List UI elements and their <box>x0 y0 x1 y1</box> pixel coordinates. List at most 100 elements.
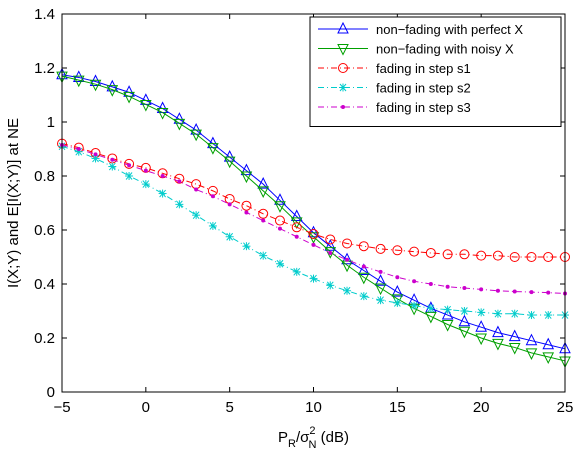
legend-item: fading in step s2 <box>318 81 471 96</box>
data-point <box>274 215 285 226</box>
data-point <box>376 296 385 305</box>
data-point <box>546 290 551 295</box>
y-tick-label: 1.2 <box>34 60 55 77</box>
data-point <box>526 252 537 262</box>
data-point <box>123 91 135 104</box>
data-point <box>274 193 286 205</box>
data-point <box>311 242 316 247</box>
data-point <box>108 162 117 171</box>
legend-label: non−fading with noisy X <box>376 42 514 57</box>
data-point <box>292 267 301 276</box>
data-point <box>258 208 269 219</box>
data-point <box>428 282 433 286</box>
series-5 <box>60 142 567 296</box>
data-point <box>106 85 119 97</box>
data-point <box>374 274 387 286</box>
data-point <box>412 279 417 284</box>
data-point <box>542 352 555 365</box>
legend-label: non−fading with perfect X <box>376 22 523 37</box>
data-point <box>328 250 333 255</box>
data-point <box>492 250 503 261</box>
x-axis-title-mid: /σ <box>296 429 310 446</box>
x-tick-label: 20 <box>473 399 490 416</box>
x-axis-title-tail: (dB) <box>316 429 349 446</box>
data-point <box>175 200 184 209</box>
data-point <box>425 247 436 258</box>
legend-marker <box>338 63 348 73</box>
x-tick-label: 10 <box>305 399 322 416</box>
data-point <box>324 247 337 259</box>
data-point <box>492 338 504 351</box>
data-point <box>510 309 519 318</box>
y-tick-label: 0 <box>47 384 55 401</box>
x-axis-title-main: P <box>278 429 288 446</box>
data-point <box>508 342 521 355</box>
data-point <box>378 269 383 274</box>
y-tick-label: 0.6 <box>34 222 55 239</box>
data-point <box>194 187 199 192</box>
data-point <box>409 246 420 257</box>
data-point <box>425 311 437 324</box>
x-axis: −5 0 5 10 15 20 25 <box>53 14 573 416</box>
series-4 <box>58 142 569 320</box>
x-tick-label: 0 <box>142 399 150 416</box>
legend-item: non−fading with perfect X <box>318 21 523 37</box>
legend-marker <box>337 44 349 56</box>
data-point <box>140 99 152 112</box>
legend-label: fading in step s2 <box>376 81 471 96</box>
data-point <box>325 234 336 245</box>
legend-item: fading in step s1 <box>318 61 471 76</box>
data-point <box>93 152 98 157</box>
y-axis-title: I(X;Y) and E[I(X;Y)] at NE <box>5 118 22 288</box>
data-point <box>359 292 368 301</box>
data-point <box>509 252 520 262</box>
legend-label: fading in step s1 <box>376 61 471 76</box>
series-2 <box>56 71 571 369</box>
data-point <box>460 307 469 315</box>
legend-marker <box>339 83 347 92</box>
data-point <box>208 221 217 230</box>
x-axis-title-sup: 2 <box>309 425 315 437</box>
legend: non−fading with perfect X non−fading with… <box>309 16 562 127</box>
data-point <box>76 147 81 151</box>
data-point <box>475 320 487 332</box>
data-point <box>244 210 249 215</box>
x-axis-title-sub1: R <box>288 438 296 450</box>
data-point <box>74 147 83 156</box>
data-point <box>173 118 186 131</box>
data-point <box>525 348 538 360</box>
data-point <box>242 242 251 251</box>
data-point <box>475 333 487 346</box>
data-point <box>261 218 266 223</box>
data-point <box>442 249 453 260</box>
data-point <box>225 232 234 241</box>
data-point <box>240 163 253 176</box>
data-point <box>392 245 403 256</box>
data-point <box>89 79 102 92</box>
data-point <box>357 272 370 285</box>
data-point <box>542 337 555 350</box>
x-tick-label: 25 <box>557 399 574 416</box>
x-tick-label: 15 <box>389 399 406 416</box>
data-point <box>345 257 350 262</box>
data-point <box>341 252 353 265</box>
data-point <box>358 241 369 252</box>
data-point <box>257 176 270 189</box>
legend-marker <box>337 21 349 34</box>
data-point <box>477 308 486 317</box>
data-point <box>361 264 366 269</box>
plot-series <box>56 67 571 369</box>
data-point <box>127 163 132 168</box>
y-tick-label: 0.4 <box>34 276 55 293</box>
data-point <box>291 222 302 233</box>
data-point <box>240 171 253 184</box>
data-point <box>227 202 232 207</box>
data-point <box>177 179 182 184</box>
data-point <box>241 200 252 211</box>
data-point <box>141 180 150 189</box>
series-line <box>61 143 565 258</box>
data-point <box>459 249 470 260</box>
data-point <box>426 304 435 313</box>
y-tick-label: 1.4 <box>34 6 55 23</box>
series-line <box>61 75 566 362</box>
